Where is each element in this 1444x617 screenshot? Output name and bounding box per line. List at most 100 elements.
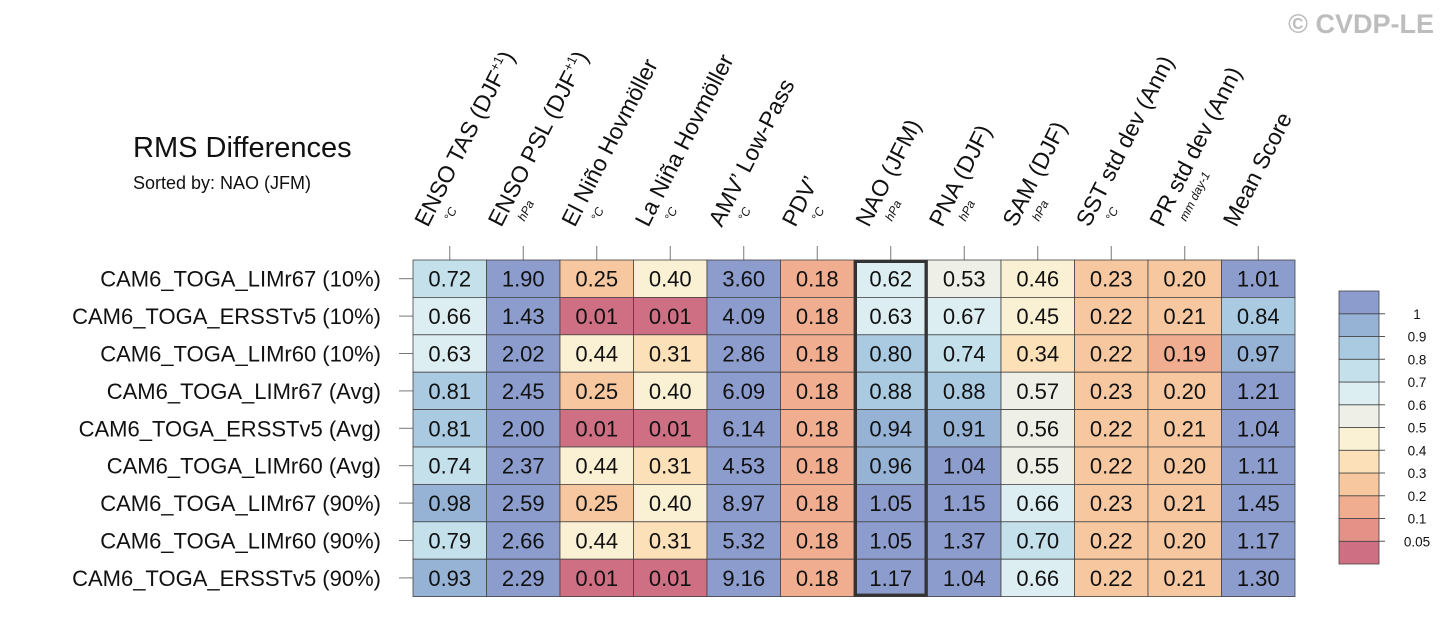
- cell-value: 6.14: [722, 416, 765, 441]
- heatmap-cell: [486, 371, 561, 411]
- heatmap-cell: [1147, 483, 1222, 523]
- cell-value: 0.34: [1016, 342, 1059, 367]
- cell-value: 0.18: [796, 267, 839, 292]
- cell-value: 0.45: [1016, 304, 1059, 329]
- heatmap-cell: [1147, 259, 1222, 298]
- cell-value: 0.96: [869, 454, 912, 479]
- heatmap-cell: [1000, 259, 1075, 298]
- heatmap-cell: [780, 334, 855, 373]
- cell-value: 1.04: [1237, 416, 1280, 441]
- cell-value: 0.25: [575, 491, 618, 516]
- cell-value: 0.25: [575, 267, 618, 292]
- cell-value: 1.90: [502, 267, 545, 292]
- cell-value: 1.37: [943, 529, 986, 554]
- column-label-mean-score: Mean Score: [1218, 108, 1297, 230]
- cell-value: 0.22: [1090, 454, 1133, 479]
- heatmap-cell: [412, 259, 487, 298]
- row-label-cam6-toga-limr67-avg: CAM6_TOGA_LIMr67 (Avg): [107, 379, 381, 404]
- cell-value: 0.46: [1016, 267, 1059, 292]
- cell-value: 0.44: [575, 342, 618, 367]
- cell-value: 0.44: [575, 529, 618, 554]
- heatmap-cell: [1221, 521, 1296, 560]
- legend-level-label: 0.1: [1408, 512, 1427, 527]
- heatmap-cell: [706, 446, 781, 485]
- cell-value: 1.17: [869, 566, 912, 591]
- column-unit: °C: [441, 205, 460, 224]
- heatmap-cell: [706, 259, 781, 298]
- legend-swatch: [1338, 290, 1380, 315]
- heatmap-cell: [780, 483, 855, 523]
- cell-value: 3.60: [722, 267, 765, 292]
- cell-value: 0.18: [796, 566, 839, 591]
- heatmap-cell: [486, 409, 561, 448]
- cell-value: 1.21: [1237, 379, 1280, 404]
- heatmap-cell: [853, 334, 928, 373]
- cell-value: 2.86: [722, 342, 765, 367]
- cell-value: 0.21: [1163, 416, 1206, 441]
- heatmap-cell: [1000, 296, 1075, 336]
- cell-value: 0.20: [1163, 267, 1206, 292]
- heatmap-cell: [633, 259, 708, 298]
- cell-value: 0.21: [1163, 566, 1206, 591]
- heatmap-cell: [1221, 483, 1296, 523]
- cell-value: 0.18: [796, 379, 839, 404]
- cell-value: 0.63: [869, 304, 912, 329]
- cell-value: 0.18: [796, 454, 839, 479]
- cell-value: 0.40: [649, 379, 692, 404]
- heatmap-cell: [633, 483, 708, 523]
- cell-value: 0.72: [428, 267, 471, 292]
- cell-value: 0.40: [649, 491, 692, 516]
- cell-value: 5.32: [722, 529, 765, 554]
- legend-swatch: [1338, 358, 1380, 383]
- cell-value: 0.66: [1016, 491, 1059, 516]
- heatmap-cell: [486, 521, 561, 560]
- column-label-pna-djf: PNA (DJF)hPa: [924, 121, 997, 231]
- chart-title: RMS Differences: [133, 132, 352, 164]
- cell-value: 1.17: [1237, 529, 1280, 554]
- cell-value: 0.01: [575, 304, 618, 329]
- heatmap-cell: [486, 558, 561, 598]
- heatmap-cell: [1221, 446, 1296, 485]
- legend-swatch: [1338, 427, 1380, 451]
- cell-value: 9.16: [722, 566, 765, 591]
- legend-level-label: 0.3: [1408, 466, 1427, 481]
- heatmap-cell: [1074, 558, 1149, 598]
- cell-value: 0.22: [1090, 416, 1133, 441]
- heatmap-cell: [780, 446, 855, 485]
- row-label-cam6-toga-limr60-avg: CAM6_TOGA_LIMr60 (Avg): [107, 454, 381, 479]
- cell-value: 1.15: [943, 491, 986, 516]
- cell-value: 0.23: [1090, 267, 1133, 292]
- cell-value: 0.98: [428, 491, 471, 516]
- row-label-cam6-toga-ersstv5-90: CAM6_TOGA_ERSSTv5 (90%): [72, 566, 381, 591]
- cell-value: 0.19: [1163, 342, 1206, 367]
- cell-value: 1.04: [943, 454, 986, 479]
- cell-value: 0.20: [1163, 379, 1206, 404]
- heatmap-cell: [633, 558, 708, 598]
- cell-value: 0.74: [943, 342, 986, 367]
- heatmap-cell: [1074, 259, 1149, 298]
- cell-value: 1.11: [1238, 454, 1279, 479]
- cell-value: 0.81: [428, 379, 471, 404]
- column-unit: °C: [662, 205, 681, 224]
- heatmap-cell: [853, 446, 928, 485]
- heatmap-cell: [1000, 521, 1075, 560]
- column-label-pdv: PDV’°C: [777, 172, 828, 230]
- cell-value: 0.01: [649, 566, 692, 591]
- cell-value: 8.97: [722, 491, 765, 516]
- heatmap-cell: [706, 521, 781, 560]
- cell-value: 2.59: [502, 491, 545, 516]
- cell-value: 2.66: [502, 529, 545, 554]
- heatmap-cells: 0.72 1.90 0.25 0.40 3.60 0.18 0.62 0.53 0.46 0.23…: [412, 259, 1296, 598]
- row-label-cam6-toga-limr60-10: CAM6_TOGA_LIMr60 (10%): [100, 342, 381, 367]
- copyright-watermark: © CVDP-LE: [1288, 9, 1434, 39]
- heatmap-cell: [1074, 409, 1149, 448]
- cell-value: 2.37: [502, 454, 545, 479]
- heatmap-cell: [412, 409, 487, 448]
- cell-value: 0.80: [869, 342, 912, 367]
- cell-value: 0.18: [796, 529, 839, 554]
- cell-value: 4.53: [722, 454, 765, 479]
- legend-level-label: 0.8: [1408, 352, 1427, 367]
- heatmap-cell: [633, 446, 708, 485]
- heatmap-cell: [559, 334, 634, 373]
- heatmap-cell: [1074, 521, 1149, 560]
